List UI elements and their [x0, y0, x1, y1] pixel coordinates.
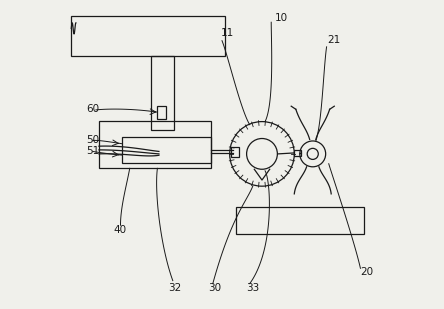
Text: 40: 40 — [114, 225, 127, 235]
Text: 51: 51 — [87, 146, 100, 156]
Text: 50: 50 — [87, 135, 100, 145]
Bar — [71, 16, 225, 56]
Text: 33: 33 — [246, 283, 260, 293]
Bar — [99, 121, 211, 168]
Text: 32: 32 — [168, 283, 182, 293]
Text: 60: 60 — [87, 104, 100, 114]
Bar — [293, 150, 301, 156]
Bar — [122, 137, 211, 163]
Text: 10: 10 — [275, 13, 288, 23]
Bar — [151, 56, 174, 130]
Text: 30: 30 — [208, 283, 221, 293]
Bar — [230, 147, 238, 157]
Text: 20: 20 — [360, 267, 373, 277]
Bar — [236, 207, 364, 235]
Text: 21: 21 — [327, 35, 341, 45]
Bar — [157, 106, 166, 119]
Text: 11: 11 — [221, 28, 234, 38]
